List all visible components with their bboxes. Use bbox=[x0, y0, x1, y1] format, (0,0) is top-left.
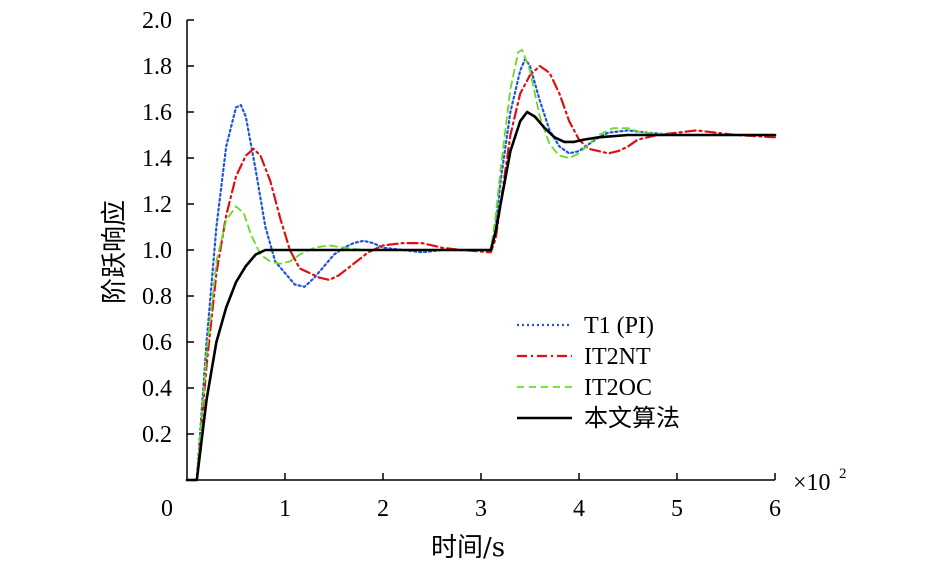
series-line-0 bbox=[185, 58, 777, 482]
x-tick-label: 6 bbox=[769, 496, 781, 522]
y-tick-label: 0.6 bbox=[142, 330, 172, 356]
x-tick-label: 3 bbox=[475, 496, 487, 522]
series-line-2 bbox=[186, 49, 776, 481]
x-tick-label: 5 bbox=[671, 496, 683, 522]
y-tick-label: 0.2 bbox=[142, 422, 172, 448]
y-tick-label: 1.8 bbox=[142, 54, 172, 80]
x-tick-label: 1 bbox=[279, 496, 291, 522]
y-tick-label: 0.4 bbox=[142, 376, 172, 402]
legend-label-0: T1 (PI) bbox=[584, 313, 654, 339]
legend-label-2: IT2OC bbox=[584, 375, 652, 401]
y-tick-label: 1.4 bbox=[142, 146, 172, 172]
y-tick-label: 1.6 bbox=[142, 100, 172, 126]
legend-label-1: IT2NT bbox=[584, 344, 651, 370]
series-line-1 bbox=[185, 64, 777, 482]
y-axis-ticks: 0.2 0.4 0.6 0.8 1.0 1.2 1.4 1.6 1.8 2.0 bbox=[142, 8, 194, 448]
y-tick-label: 1.0 bbox=[142, 238, 172, 264]
x-axis-ticks: 0 1 2 3 4 5 6 bbox=[161, 473, 781, 522]
y-tick-label: 0.8 bbox=[142, 284, 172, 310]
x-axis-multiplier: ×10 bbox=[793, 470, 831, 496]
x-tick-label: 0 bbox=[161, 496, 173, 522]
series-line-3 bbox=[185, 110, 777, 482]
y-tick-label: 1.2 bbox=[142, 192, 172, 218]
x-tick-label: 4 bbox=[573, 496, 585, 522]
x-axis-multiplier-exponent: 2 bbox=[839, 466, 847, 482]
y-axis-title: 阶跃响应 bbox=[100, 200, 130, 304]
legend: T1 (PI) IT2NT IT2OC 本文算法 bbox=[517, 313, 680, 432]
plot-area: 0 1 2 3 4 5 6 0.2 0.4 0.6 0.8 1.0 1.2 1.4 1.6 1.8 2.0 bbox=[142, 8, 781, 522]
series-lines bbox=[185, 49, 777, 482]
x-axis-title: 时间/s bbox=[431, 533, 505, 563]
legend-label-3: 本文算法 bbox=[584, 405, 680, 432]
x-tick-label: 2 bbox=[377, 496, 389, 522]
y-tick-label: 2.0 bbox=[142, 8, 172, 34]
